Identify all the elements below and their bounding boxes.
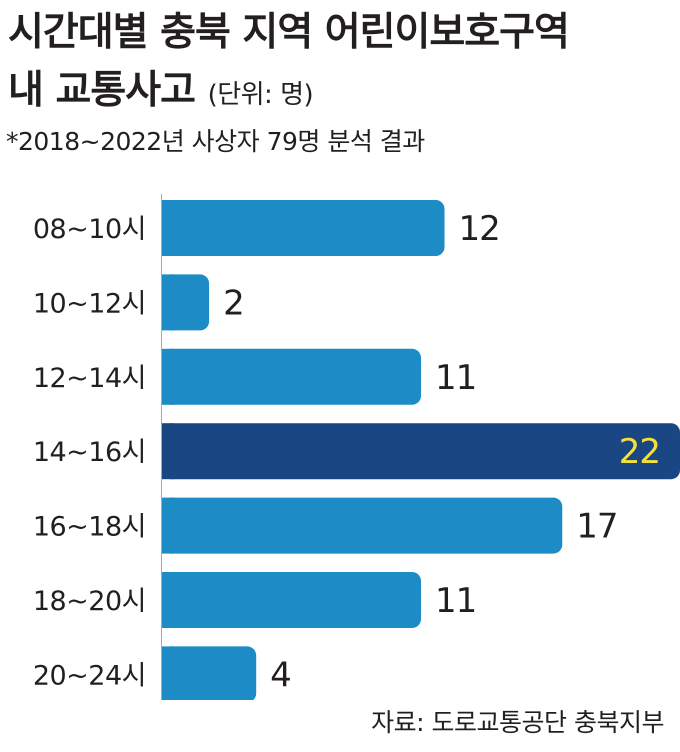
chart-subtitle: *2018~2022년 사상자 79명 분석 결과 [6,127,425,156]
bar-base [162,200,174,256]
value-label: 4 [270,655,291,695]
value-label: 17 [576,507,617,547]
category-label: 16~18시 [33,512,146,543]
title-line-2: 내 교통사고 (단위: 명) [8,62,569,124]
bar [162,646,257,700]
value-label: 11 [435,358,476,398]
title-line-1: 시간대별 충북 지역 어린이보호구역 [8,10,570,55]
unit-label: (단위: 명) [207,80,314,110]
category-label: 12~14시 [33,363,146,394]
category-label: 08~10시 [33,214,146,245]
value-label: 12 [459,209,500,249]
bar-base [162,497,174,554]
bar [162,348,421,405]
category-label: 10~12시 [33,288,146,319]
bar-base [162,348,174,405]
bar [162,497,563,554]
category-label: 18~20시 [33,586,146,617]
category-label: 14~16시 [33,437,146,468]
value-label: 11 [435,581,476,621]
category-label: 20~24시 [33,660,146,691]
title-line-2-text: 내 교통사고 [8,68,196,113]
source-note: 자료: 도로교통공단 충북지부 [371,708,664,737]
bar [162,423,680,480]
bar-base [162,423,174,480]
bar [162,572,421,628]
bar-base [162,646,174,700]
value-label: 2 [223,283,244,323]
value-label: 22 [619,432,660,472]
bar-chart: 08~10시 12 10~12시 2 12~14시 11 14~16시 22 16~18시 17 1… [33,194,680,700]
bar-base [162,274,174,331]
chart-title: 시간대별 충북 지역 어린이보호구역 내 교통사고 (단위: 명) [8,4,570,124]
bar [162,200,445,256]
bar-base [162,572,174,628]
